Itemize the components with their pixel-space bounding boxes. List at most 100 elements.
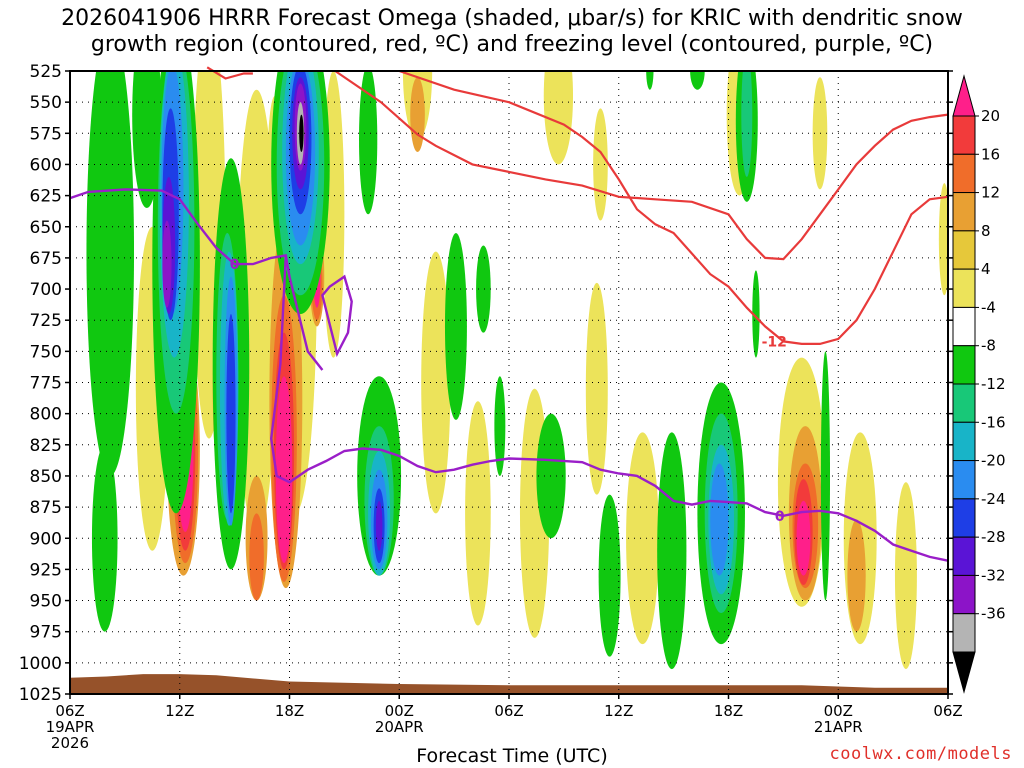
colorbar-band [952,153,976,194]
colorbar-label: 16 [981,145,1000,163]
colorbar-label: -8 [981,337,996,355]
omega-cell [476,245,491,333]
omega-cell [226,313,236,514]
omega-cell [536,413,566,539]
y-tick-label: 800 [30,405,62,425]
y-tick-label: 900 [30,529,62,549]
colorbar-label: 4 [981,260,991,278]
y-tick-label: 725 [30,311,62,331]
omega-cell [465,401,491,626]
dgz-contour-label: -12 [762,334,787,350]
x-tick-label: 06Z [494,702,523,720]
omega-cell [249,513,264,601]
x-axis-label: Forecast Time (UTC) [416,745,608,767]
y-tick-label: 700 [30,280,62,300]
y-tick-label: 775 [30,374,62,394]
x-tick-label: 18Z [714,702,743,720]
omega-shading-cells [86,71,948,670]
x-tick-label: 12Z [165,702,194,720]
contour-layer: 0 0 -12 [69,66,949,562]
x-tick-sublabel: 20APR [375,718,424,736]
colorbar-band [952,460,976,500]
colorbar-band [952,613,976,653]
colorbar-band [952,230,976,270]
omega-cell [86,71,135,476]
omega-cell [299,114,304,152]
omega-cell [444,232,467,420]
chart-title-line-1: 2026041906 HRRR Forecast Omega (shaded, … [61,6,963,31]
colorbar: 20 16 12 8 4 -4 -8 -12 -16 -20 -24 -28 -32 -36 [952,74,1006,694]
x-tick-label: 00Z [824,702,853,720]
omega-cell [91,444,118,632]
colorbar-label: 12 [981,184,1000,202]
colorbar-band [952,192,976,232]
freezing-level-upper [69,188,324,371]
colorbar-label: -36 [981,605,1006,623]
x-tick-label: 00Z [385,702,414,720]
colorbar-label: -28 [981,528,1006,546]
colorbar-band [952,306,976,347]
omega-cell [820,351,831,601]
colorbar-arrow-top [952,74,976,117]
x-tick-label: 18Z [275,702,304,720]
colorbar-label: 20 [981,107,1000,125]
colorbar-band [952,268,976,308]
x-tick-sublabel: 21APR [814,718,863,736]
omega-cell [690,71,705,90]
colorbar-band [952,383,976,423]
omega-cell [657,432,687,670]
y-tick-label: 875 [30,498,62,518]
y-tick-label: 600 [30,155,62,175]
omega-cell [796,500,811,576]
omega-shading [86,71,948,670]
omega-cell [710,463,729,576]
omega-cell [593,108,608,221]
omega-cell [410,77,425,152]
y-axis: 525 550 575 600 625 650 675 700 725 750 775 800 825 8… [19,62,953,705]
omega-cell [375,500,383,551]
x-tick-sublabel: 2026 [51,734,89,752]
omega-cell [359,71,378,215]
freezing-level-label: 0 [230,257,240,273]
omega-cell [275,376,293,564]
x-tick-label: 06Z [55,702,84,720]
omega-cell [543,71,574,165]
colorbar-band [952,536,976,576]
colorbar-label: -12 [981,375,1006,393]
y-tick-label: 850 [30,467,62,487]
y-tick-label: 825 [30,436,62,456]
y-tick-label: 975 [30,623,62,643]
colorbar-label: -32 [981,566,1006,584]
omega-cell [646,71,654,90]
y-tick-label: 1025 [19,685,62,705]
colorbar-label: -20 [981,452,1006,470]
omega-cell [741,71,753,177]
y-tick-label: 625 [30,187,62,207]
y-tick-label: 550 [30,93,62,113]
omega-cell [598,494,621,657]
omega-cell [162,220,172,308]
freezing-level-label: 0 [775,509,785,525]
y-tick-label: 650 [30,218,62,238]
source-credit: coolwx.com/models [829,744,1012,764]
colorbar-label: 8 [981,222,991,240]
colorbar-band [952,574,976,615]
colorbar-band [952,498,976,538]
colorbar-label: -16 [981,413,1006,431]
colorbar-band [952,115,976,155]
omega-cell [585,282,608,495]
y-tick-label: 925 [30,560,62,580]
y-tick-label: 950 [30,592,62,612]
dgz-contour-fragment [206,66,253,80]
colorbar-band [952,421,976,462]
colorbar-band [952,345,976,385]
chart-title-line-2: growth region (contoured, red, ºC) and f… [90,32,934,57]
x-tick-label: 12Z [604,702,633,720]
y-tick-label: 675 [30,249,62,269]
y-tick-label: 575 [30,124,62,144]
colorbar-label: -24 [981,490,1006,508]
dgz-contour-lower [398,69,949,345]
y-tick-label: 750 [30,342,62,362]
